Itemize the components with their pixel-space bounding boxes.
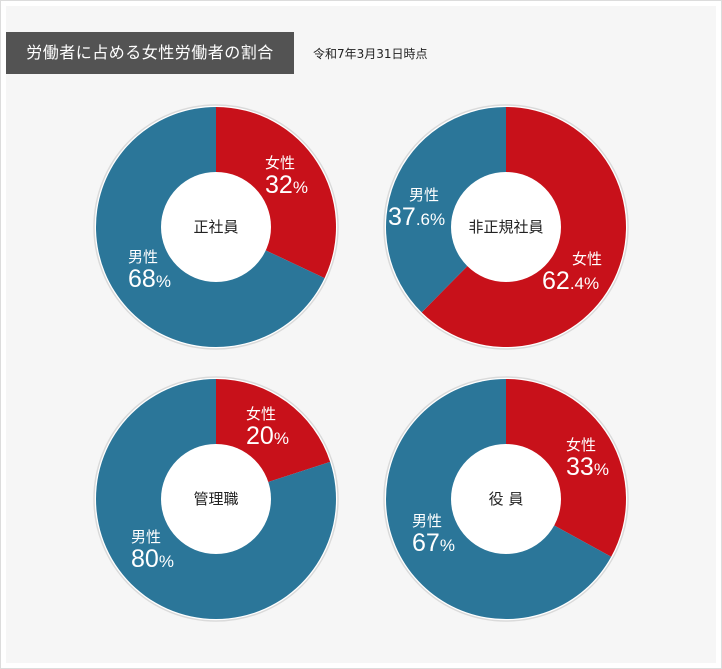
male-percent: 67% <box>412 529 455 557</box>
male-label: 男性 68% <box>128 248 171 295</box>
female-gender-label: 女性 <box>265 154 296 172</box>
donut-chart-executives <box>383 376 629 622</box>
male-label: 男性 80% <box>131 528 174 575</box>
female-gender-label: 女性 <box>246 405 277 423</box>
male-gender-label: 男性 <box>128 248 159 266</box>
female-label: 女性 62.4% <box>542 250 603 297</box>
female-label: 女性 20% <box>246 405 289 452</box>
donut-chart-nonregular <box>383 104 629 350</box>
female-percent: 32% <box>265 171 308 199</box>
female-gender-label: 女性 <box>566 436 597 454</box>
chart-center-label: 管理職 <box>193 490 239 508</box>
female-percent: 33% <box>566 453 609 481</box>
chart-center-label: 正社員 <box>193 218 239 236</box>
female-percent: 62.4% <box>542 267 600 295</box>
chart-center-label: 役 員 <box>488 490 524 508</box>
male-label: 男性 37.6% <box>388 186 445 233</box>
male-slice <box>386 107 506 313</box>
donut-chart-managers <box>93 376 339 622</box>
male-percent: 68% <box>128 265 171 293</box>
donut-chart-regular <box>93 104 339 350</box>
female-label: 女性 33% <box>566 436 609 483</box>
male-gender-label: 男性 <box>131 528 162 546</box>
male-percent: 80% <box>131 545 174 573</box>
page-title: 労働者に占める女性労働者の割合 <box>6 32 294 74</box>
male-gender-label: 男性 <box>409 186 440 204</box>
as-of-date: 令和7年3月31日時点 <box>313 47 428 61</box>
female-percent: 20% <box>246 422 289 450</box>
chart-center-label: 非正規社員 <box>468 218 544 236</box>
male-percent: 37.6% <box>388 203 446 231</box>
male-gender-label: 男性 <box>412 512 443 530</box>
female-gender-label: 女性 <box>572 250 603 268</box>
female-label: 女性 32% <box>265 154 308 201</box>
male-label: 男性 67% <box>412 512 455 559</box>
